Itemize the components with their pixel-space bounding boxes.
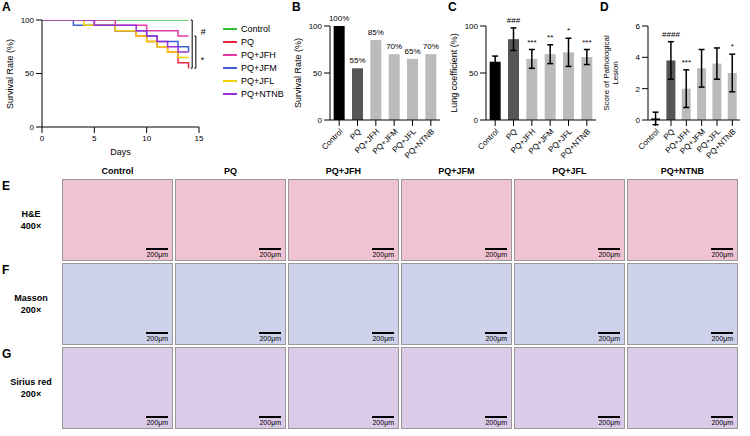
- svg-text:0: 0: [636, 116, 641, 125]
- html-text:Sirius red: Sirius red: [10, 377, 52, 387]
- svg-text:10: 10: [142, 134, 151, 143]
- svg-text:0: 0: [318, 116, 323, 125]
- svg-text:PQ+JFL: PQ+JFL: [546, 127, 574, 155]
- svg-text:PQ: PQ: [661, 127, 677, 142]
- html-text:200μm: 200μm: [485, 419, 507, 426]
- svg-text:#: #: [201, 27, 206, 37]
- html-text:PQ+JFL: PQ+JFL: [552, 166, 587, 176]
- html-text:Score of Pathological Lesion: Score of Pathological Lesion: [602, 35, 620, 111]
- html-text:F: F: [2, 263, 10, 277]
- svg-text:100%: 100%: [329, 14, 349, 23]
- html-text:Survival Rate (%): Survival Rate (%): [5, 38, 15, 109]
- svg-text:####: ####: [662, 30, 680, 39]
- svg-text:**: **: [547, 33, 553, 42]
- html-text:200μm: 200μm: [711, 251, 733, 258]
- html-text:PQ: PQ: [241, 36, 254, 47]
- svg-text:70%: 70%: [423, 42, 439, 51]
- html-text:Survival Rate (%): Survival Rate (%): [293, 38, 303, 108]
- svg-text:###: ###: [507, 16, 521, 25]
- svg-text:0: 0: [30, 123, 35, 132]
- html-text:200μm: 200μm: [372, 251, 394, 258]
- svg-text:70%: 70%: [386, 42, 402, 51]
- html-text:PQ+JFH: PQ+JFH: [241, 49, 276, 60]
- html-text:Control: Control: [101, 166, 134, 176]
- html-text:C: C: [448, 0, 457, 14]
- html-text:Control: Control: [241, 23, 270, 34]
- html-text:400×: 400×: [20, 221, 42, 231]
- svg-text:50: 50: [469, 69, 478, 78]
- svg-text:50: 50: [25, 69, 34, 78]
- svg-text:PQ+JFL: PQ+JFL: [390, 127, 418, 155]
- html-text:200μm: 200μm: [711, 419, 733, 426]
- html-text:Masson: Masson: [14, 293, 48, 303]
- svg-text:5: 5: [92, 134, 97, 143]
- svg-text:50: 50: [313, 69, 322, 78]
- svg-text:15: 15: [195, 134, 204, 143]
- svg-text:2: 2: [636, 85, 641, 94]
- html-text:200μm: 200μm: [485, 335, 507, 342]
- html-text:200μm: 200μm: [598, 251, 620, 258]
- svg-text:85%: 85%: [368, 28, 384, 37]
- html-text:A: A: [2, 0, 11, 14]
- svg-text:*: *: [731, 42, 734, 51]
- svg-text:***: ***: [527, 38, 536, 47]
- svg-text:PQ: PQ: [504, 127, 519, 142]
- svg-text:PQ+JFM: PQ+JFM: [678, 127, 708, 156]
- html-text:PQ+JFH: PQ+JFH: [325, 166, 362, 176]
- svg-text:Days: Days: [110, 147, 131, 157]
- svg-text:100: 100: [465, 22, 479, 31]
- svg-text:***: ***: [582, 38, 591, 47]
- svg-text:*: *: [201, 55, 205, 65]
- svg-text:PQ+NTNB: PQ+NTNB: [403, 127, 436, 160]
- svg-text:0: 0: [474, 116, 479, 125]
- svg-text:PQ+JFL: PQ+JFL: [695, 127, 723, 155]
- svg-text:4: 4: [636, 53, 641, 62]
- html-text:200μm: 200μm: [372, 419, 394, 426]
- html-text:200μm: 200μm: [259, 335, 281, 342]
- svg-text:PQ: PQ: [348, 127, 363, 142]
- html-text:200×: 200×: [20, 305, 42, 315]
- svg-text:*: *: [567, 26, 570, 35]
- html-text:B: B: [292, 0, 301, 14]
- html-text:200μm: 200μm: [259, 419, 281, 426]
- svg-text:PQ+JFM: PQ+JFM: [526, 127, 556, 156]
- html-text:200μm: 200μm: [372, 335, 394, 342]
- html-text:G: G: [2, 347, 12, 361]
- html-text:D: D: [600, 0, 609, 14]
- html-text:PQ+NTNB: PQ+NTNB: [660, 166, 705, 176]
- svg-text:100: 100: [21, 16, 35, 25]
- html-text:200μm: 200μm: [598, 335, 620, 342]
- svg-text:100: 100: [309, 22, 323, 31]
- html-text:H&E: H&E: [21, 209, 41, 219]
- html-text:PQ+NTNB: PQ+NTNB: [241, 88, 284, 99]
- svg-text:55%: 55%: [349, 56, 365, 65]
- html-text:PQ: PQ: [224, 166, 237, 176]
- svg-text:Control: Control: [320, 127, 345, 152]
- html-text:200μm: 200μm: [146, 335, 168, 342]
- svg-text:65%: 65%: [404, 47, 420, 56]
- html-text:E: E: [2, 179, 10, 193]
- html-text:200μm: 200μm: [146, 251, 168, 258]
- html-text:200μm: 200μm: [598, 419, 620, 426]
- svg-text:Control: Control: [476, 127, 501, 152]
- svg-text:Control: Control: [636, 127, 661, 152]
- html-text:PQ+JFM: PQ+JFM: [241, 62, 277, 73]
- html-text:200μm: 200μm: [485, 251, 507, 258]
- svg-text:PQ+JFH: PQ+JFH: [663, 127, 692, 156]
- svg-text:6: 6: [636, 22, 641, 31]
- svg-text:PQ+JFM: PQ+JFM: [370, 127, 400, 156]
- svg-text:0: 0: [40, 134, 45, 143]
- html-text:200×: 200×: [20, 389, 42, 399]
- html-text:200μm: 200μm: [711, 335, 733, 342]
- html-text:Lung coefficient (%): Lung coefficient (%): [449, 33, 459, 113]
- html-text:PQ+JFL: PQ+JFL: [241, 75, 275, 86]
- svg-text:PQ+NTNB: PQ+NTNB: [559, 127, 592, 160]
- html-text:200μm: 200μm: [259, 251, 281, 258]
- html-text:PQ+JFM: PQ+JFM: [438, 166, 475, 176]
- svg-text:PQ+NTNB: PQ+NTNB: [705, 127, 738, 160]
- svg-text:***: ***: [682, 58, 691, 67]
- html-text:200μm: 200μm: [146, 419, 168, 426]
- svg-text:PQ+JFH: PQ+JFH: [509, 127, 538, 156]
- svg-text:PQ+JFH: PQ+JFH: [353, 127, 382, 156]
